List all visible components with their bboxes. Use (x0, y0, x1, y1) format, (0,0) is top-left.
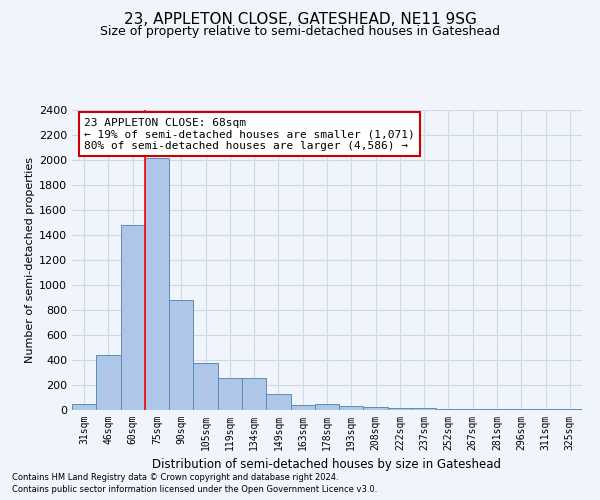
Bar (193, 363, 218, 410)
Bar (364, 407, 388, 410)
Bar (315, 404, 339, 410)
Bar (242, 378, 266, 410)
Bar (266, 394, 290, 410)
Bar (218, 378, 242, 410)
Text: Contains HM Land Registry data © Crown copyright and database right 2024.: Contains HM Land Registry data © Crown c… (12, 474, 338, 482)
X-axis label: Distribution of semi-detached houses by size in Gateshead: Distribution of semi-detached houses by … (152, 458, 502, 471)
Bar (436, 409, 461, 410)
Text: Size of property relative to semi-detached houses in Gateshead: Size of property relative to semi-detach… (100, 25, 500, 38)
Bar (96, 355, 121, 410)
Y-axis label: Number of semi-detached properties: Number of semi-detached properties (25, 157, 35, 363)
Text: 23 APPLETON CLOSE: 68sqm
← 19% of semi-detached houses are smaller (1,071)
80% o: 23 APPLETON CLOSE: 68sqm ← 19% of semi-d… (84, 118, 415, 150)
Bar (339, 406, 364, 410)
Bar (121, 225, 145, 410)
Bar (412, 408, 436, 410)
Bar (72, 404, 96, 410)
Bar (290, 405, 315, 410)
Bar (145, 158, 169, 410)
Text: 23, APPLETON CLOSE, GATESHEAD, NE11 9SG: 23, APPLETON CLOSE, GATESHEAD, NE11 9SG (124, 12, 476, 28)
Bar (169, 300, 193, 410)
Bar (388, 408, 412, 410)
Text: Contains public sector information licensed under the Open Government Licence v3: Contains public sector information licen… (12, 485, 377, 494)
